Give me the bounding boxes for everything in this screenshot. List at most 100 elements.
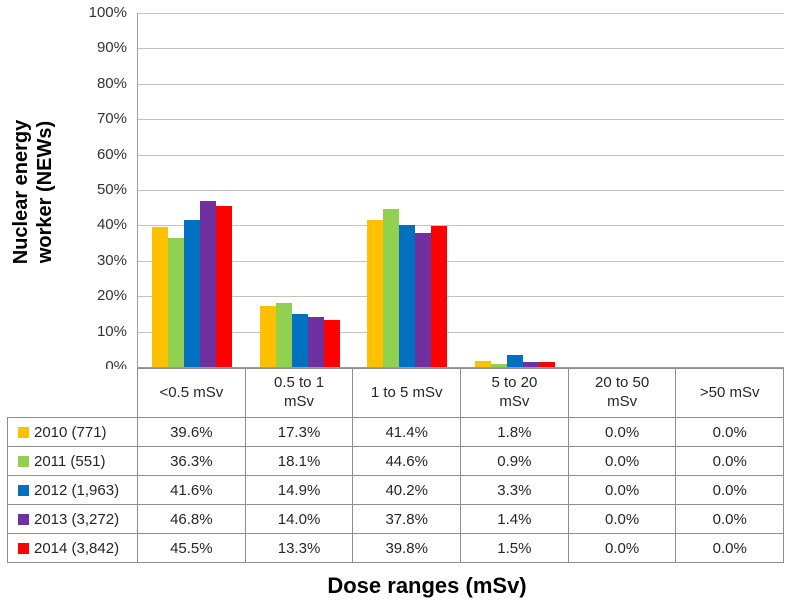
legend-swatch-icon xyxy=(18,455,29,467)
gridline xyxy=(138,13,784,14)
value-cell: 13.3% xyxy=(244,533,354,563)
legend-label: 2010 (771) xyxy=(34,423,107,441)
table-row: 2010 (771) 39.6% 17.3% 41.4% 1.8% 0.0% 0.0% xyxy=(7,417,785,447)
legend-cell: 2010 (771) xyxy=(7,417,138,447)
gridline xyxy=(138,190,784,191)
bar xyxy=(490,364,507,367)
bar-group xyxy=(676,13,784,367)
value-cell: 0.0% xyxy=(675,533,785,563)
bar xyxy=(506,355,523,367)
y-tick-label: 80% xyxy=(96,74,127,92)
gridline xyxy=(138,83,784,85)
value-cell: 46.8% xyxy=(137,504,246,534)
gridline xyxy=(138,331,784,333)
legend-label: 2014 (3,842) xyxy=(34,539,120,557)
value-cell: 1.8% xyxy=(460,417,569,447)
value-cell: 40.2% xyxy=(352,475,462,505)
category-header-cell: 0.5 to 1 mSv xyxy=(244,368,354,418)
gridline xyxy=(138,154,784,156)
value-cell: 0.0% xyxy=(567,417,677,447)
x-axis-title: Dose ranges (mSv) xyxy=(327,573,527,598)
gridline xyxy=(138,119,784,121)
bar-group xyxy=(353,13,461,367)
bar xyxy=(215,206,232,367)
table-row: 2011 (551) 36.3% 18.1% 44.6% 0.9% 0.0% 0.0% xyxy=(7,446,785,476)
y-axis-title: Nuclear energy worker (NEWs) xyxy=(10,119,56,265)
bar xyxy=(474,361,491,367)
bar xyxy=(259,306,276,367)
legend-cell: 2012 (1,963) xyxy=(7,475,138,505)
value-cell: 39.6% xyxy=(137,417,246,447)
value-cell: 14.0% xyxy=(244,504,354,534)
plot-area xyxy=(137,13,784,369)
y-tick-label: 10% xyxy=(96,322,127,340)
bar xyxy=(383,209,400,367)
bar-group xyxy=(461,13,569,367)
value-cell: 0.0% xyxy=(567,475,677,505)
y-tick-label: 60% xyxy=(96,145,127,163)
legend-label: 2011 (551) xyxy=(34,452,106,470)
value-cell: 36.3% xyxy=(137,446,246,476)
value-cell: 45.5% xyxy=(137,533,246,563)
bar-series-groups xyxy=(138,13,784,367)
bar xyxy=(367,220,384,367)
value-cell: 41.6% xyxy=(137,475,246,505)
gridline xyxy=(138,296,784,298)
value-cell: 1.5% xyxy=(460,533,569,563)
table-row: 2012 (1,963) 41.6% 14.9% 40.2% 3.3% 0.0% 0.0% xyxy=(7,475,785,505)
y-tick-label: 70% xyxy=(96,110,127,128)
y-tick-label: 100% xyxy=(88,4,127,21)
value-cell: 41.4% xyxy=(352,417,462,447)
bar xyxy=(199,201,216,367)
value-cell: 0.0% xyxy=(675,475,785,505)
legend-swatch-icon xyxy=(18,542,29,554)
bar xyxy=(151,227,168,367)
bar-group xyxy=(138,13,246,367)
value-cell: 14.9% xyxy=(244,475,354,505)
legend-cell: 2013 (3,272) xyxy=(7,504,138,534)
bar xyxy=(275,303,292,367)
value-cell: 1.4% xyxy=(460,504,569,534)
y-tick-label: 20% xyxy=(96,287,127,305)
value-cell: 44.6% xyxy=(352,446,462,476)
value-cell: 0.9% xyxy=(460,446,569,476)
bar xyxy=(291,314,308,367)
bar xyxy=(399,225,416,367)
bar xyxy=(307,317,324,367)
legend-swatch-icon xyxy=(18,426,29,438)
legend-label: 2013 (3,272) xyxy=(34,510,120,528)
gridline xyxy=(138,225,784,227)
legend-swatch-icon xyxy=(18,484,29,496)
value-cell: 0.0% xyxy=(567,504,677,534)
value-cell: 0.0% xyxy=(675,504,785,534)
value-cell: 17.3% xyxy=(244,417,354,447)
bar xyxy=(415,233,432,367)
bar xyxy=(522,362,539,367)
value-cell: 0.0% xyxy=(675,417,785,447)
table-header-row: <0.5 mSv 0.5 to 1 mSv 1 to 5 mSv 5 to 20 mS… xyxy=(7,368,785,418)
category-header-cell: 20 to 50 mSv xyxy=(567,368,677,418)
value-cell: 0.0% xyxy=(567,533,677,563)
y-tick-label: 50% xyxy=(96,181,127,198)
bar xyxy=(431,226,448,367)
value-cell: 0.0% xyxy=(567,446,677,476)
y-tick-label: 40% xyxy=(96,216,127,234)
value-cell: 18.1% xyxy=(244,446,354,476)
table-row: 2013 (3,272) 46.8% 14.0% 37.8% 1.4% 0.0% 0.0% xyxy=(7,504,785,534)
bar xyxy=(183,220,200,367)
bar-group xyxy=(246,13,354,367)
y-tick-label: 30% xyxy=(96,251,127,269)
table-row: 2014 (3,842) 45.5% 13.3% 39.8% 1.5% 0.0% 0.0% xyxy=(7,533,785,563)
value-cell: 39.8% xyxy=(352,533,462,563)
legend-cell: 2011 (551) xyxy=(7,446,138,476)
value-cell: 3.3% xyxy=(460,475,569,505)
value-cell: 0.0% xyxy=(675,446,785,476)
y-tick-label: 90% xyxy=(96,39,127,57)
bar xyxy=(538,362,555,367)
bar xyxy=(167,238,184,367)
gridline xyxy=(138,48,784,50)
legend-cell: 2014 (3,842) xyxy=(7,533,138,563)
table-corner-blank xyxy=(7,368,138,418)
category-header-cell: >50 mSv xyxy=(675,368,785,418)
